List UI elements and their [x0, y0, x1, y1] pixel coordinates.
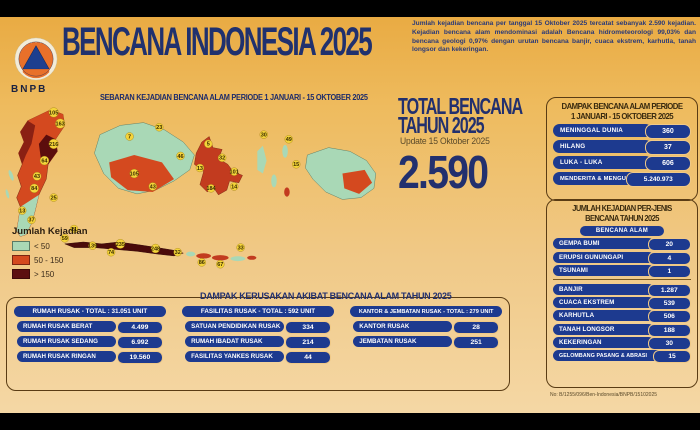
- svg-text:32: 32: [175, 250, 181, 256]
- svg-text:64: 64: [41, 158, 48, 164]
- svg-text:84: 84: [31, 186, 38, 192]
- svg-text:101: 101: [230, 170, 239, 176]
- svg-text:33: 33: [238, 245, 244, 251]
- svg-text:184: 184: [206, 186, 216, 192]
- svg-text:13: 13: [197, 166, 203, 172]
- svg-text:25: 25: [51, 195, 57, 201]
- svg-text:37: 37: [28, 218, 34, 224]
- svg-text:74: 74: [108, 250, 115, 256]
- svg-text:23: 23: [156, 125, 162, 131]
- svg-text:49: 49: [286, 137, 292, 143]
- svg-text:86: 86: [199, 260, 205, 266]
- svg-text:248: 248: [151, 246, 160, 252]
- svg-text:5: 5: [207, 142, 210, 148]
- svg-text:15: 15: [293, 162, 299, 168]
- svg-text:67: 67: [217, 262, 223, 268]
- svg-text:43: 43: [34, 174, 40, 180]
- svg-text:14: 14: [231, 184, 238, 190]
- svg-text:32: 32: [219, 156, 225, 162]
- svg-text:13: 13: [19, 208, 25, 214]
- svg-text:105: 105: [49, 110, 58, 116]
- svg-text:216: 216: [49, 142, 58, 148]
- svg-text:139: 139: [88, 244, 97, 250]
- svg-text:30: 30: [261, 133, 267, 139]
- svg-text:7: 7: [128, 134, 131, 140]
- svg-text:46: 46: [177, 154, 183, 160]
- svg-text:163: 163: [56, 121, 65, 127]
- svg-text:105: 105: [130, 171, 139, 177]
- svg-text:235: 235: [116, 242, 125, 248]
- svg-text:43: 43: [150, 184, 156, 190]
